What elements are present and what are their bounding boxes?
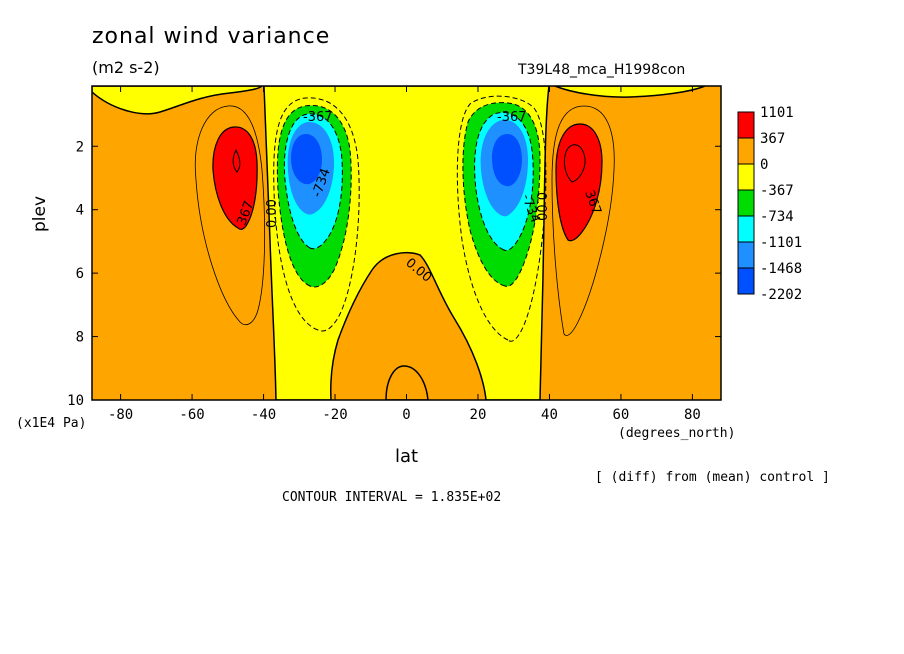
colorbar-swatch bbox=[737, 215, 755, 243]
y-axis: 2 4 6 8 10 bbox=[67, 139, 721, 409]
contour-dash-nh-2 bbox=[462, 102, 541, 287]
x-tick-label: 60 bbox=[613, 407, 630, 423]
diff-note: [ (diff) from (mean) control ] bbox=[595, 470, 830, 485]
fill-orange-bottom-bump bbox=[385, 365, 429, 400]
contour-dash-sh-3 bbox=[283, 113, 343, 250]
y-tick-label: 2 bbox=[76, 139, 84, 155]
colorbar-swatch bbox=[737, 111, 755, 139]
x-tick-label: 40 bbox=[541, 407, 558, 423]
colorbar-label: -1101 bbox=[760, 235, 802, 251]
colorbar-label: 1101 bbox=[760, 105, 794, 121]
colorbar-swatch bbox=[737, 189, 755, 217]
fill-yellow-top-right bbox=[554, 86, 706, 98]
colorbar-swatch bbox=[737, 163, 755, 191]
y-tick-label: 8 bbox=[76, 330, 84, 346]
fill-red-sh bbox=[212, 126, 258, 230]
contour-label: 0.00 bbox=[533, 192, 548, 221]
x-tick-label: 0 bbox=[402, 407, 410, 423]
contour-dash-sh-1 bbox=[273, 97, 360, 332]
x-tick-label: -40 bbox=[251, 407, 276, 423]
x-axis-label: lat bbox=[395, 446, 419, 467]
y-tick-label: 6 bbox=[76, 266, 84, 282]
fill-red-nh bbox=[555, 123, 603, 242]
x-axis: -80 -60 -40 -20 0 20 40 60 80 bbox=[108, 86, 701, 423]
y-tick-label: 4 bbox=[76, 203, 84, 219]
colorbar-label: -734 bbox=[760, 209, 794, 225]
y-axis-unit: (x1E4 Pa) bbox=[16, 416, 87, 431]
contour-dash-nh-1 bbox=[456, 95, 547, 342]
colorbar-swatch bbox=[737, 241, 755, 269]
colorbar-label: -367 bbox=[760, 183, 794, 199]
contour-nh-max-inner bbox=[563, 144, 586, 183]
fill-deepblue-sh bbox=[291, 134, 322, 185]
contour-label: -367 bbox=[497, 110, 527, 125]
colorbar: 1101 367 0 -367 -734 -1101 -1468 -2202 bbox=[737, 105, 802, 303]
colorbar-label: -1468 bbox=[760, 261, 802, 277]
colorbar-label: -2202 bbox=[760, 287, 802, 303]
chart-units: (m2 s-2) bbox=[92, 58, 160, 77]
x-tick-label: -80 bbox=[108, 407, 133, 423]
x-tick-label: -20 bbox=[322, 407, 347, 423]
contour-dash-sh-2 bbox=[276, 104, 352, 288]
contour-label: 0.00 bbox=[265, 199, 280, 228]
fill-deepblue-nh bbox=[492, 134, 522, 187]
run-label: T39L48_mca_H1998con bbox=[518, 62, 686, 78]
contour-label: -367 bbox=[303, 110, 333, 125]
x-axis-unit: (degrees_north) bbox=[618, 426, 736, 441]
x-tick-label: 80 bbox=[684, 407, 701, 423]
contour-sh-max-inner bbox=[232, 148, 241, 173]
colorbar-label: 0 bbox=[760, 157, 768, 173]
y-tick-label: 10 bbox=[67, 393, 84, 409]
colorbar-swatch bbox=[737, 137, 755, 165]
chart-title: zonal wind variance bbox=[92, 24, 331, 49]
x-tick-label: -60 bbox=[179, 407, 204, 423]
x-tick-label: 20 bbox=[470, 407, 487, 423]
fill-yellow-top-left bbox=[92, 86, 264, 115]
contour-nh-outer bbox=[551, 105, 615, 336]
colorbar-label: 367 bbox=[760, 131, 785, 147]
contour-sh-outer bbox=[194, 105, 266, 326]
contour-interval: CONTOUR INTERVAL = 1.835E+02 bbox=[282, 490, 502, 505]
colorbar-swatch bbox=[737, 267, 755, 295]
